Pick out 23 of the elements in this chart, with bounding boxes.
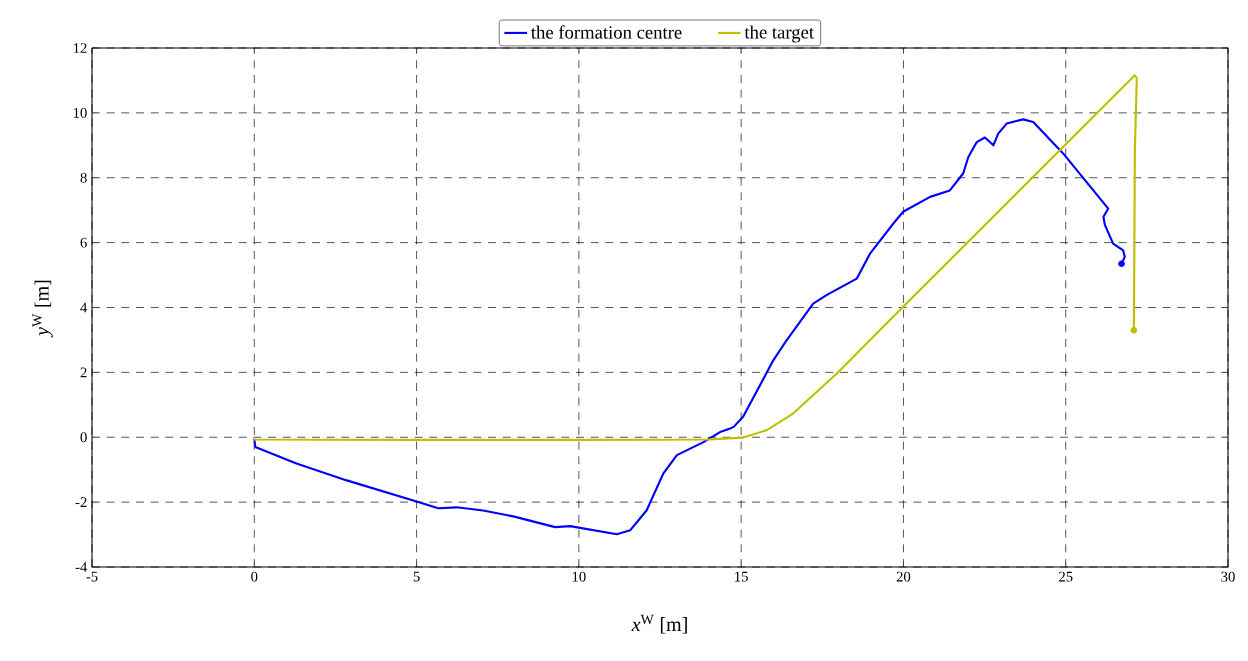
line-series <box>251 74 1138 441</box>
x-tick-label: 10 <box>572 571 586 582</box>
x-tick-label: 25 <box>1059 571 1073 582</box>
y-tick-label: 2 <box>80 367 87 378</box>
y-tick-label: -2 <box>75 497 87 507</box>
x-tick-label: 0 <box>251 571 258 582</box>
y-tick-label: 0 <box>80 432 87 443</box>
y-tick-label: 6 <box>80 237 87 248</box>
x-tick-label: 30 <box>1221 571 1235 582</box>
x-tick-label: -5 <box>86 571 98 582</box>
y-tick-label: 4 <box>80 302 88 313</box>
y-tick-label: 8 <box>80 172 87 183</box>
y-tick-label: 12 <box>73 43 87 53</box>
x-tick-label: 5 <box>413 571 420 582</box>
legend-label: the formation centre <box>531 25 682 39</box>
y-tick-label: -4 <box>75 562 88 572</box>
legend-label: the target <box>744 25 814 43</box>
y-tick-label: 10 <box>73 107 87 118</box>
x-axis-title: x$^{W}$ [m] <box>631 614 687 634</box>
line-series <box>253 118 1126 536</box>
x-tick-label: 15 <box>735 571 748 582</box>
y-axis-title: y$^{W}$ [m] <box>32 280 53 338</box>
x-tick-label: 20 <box>896 571 911 582</box>
